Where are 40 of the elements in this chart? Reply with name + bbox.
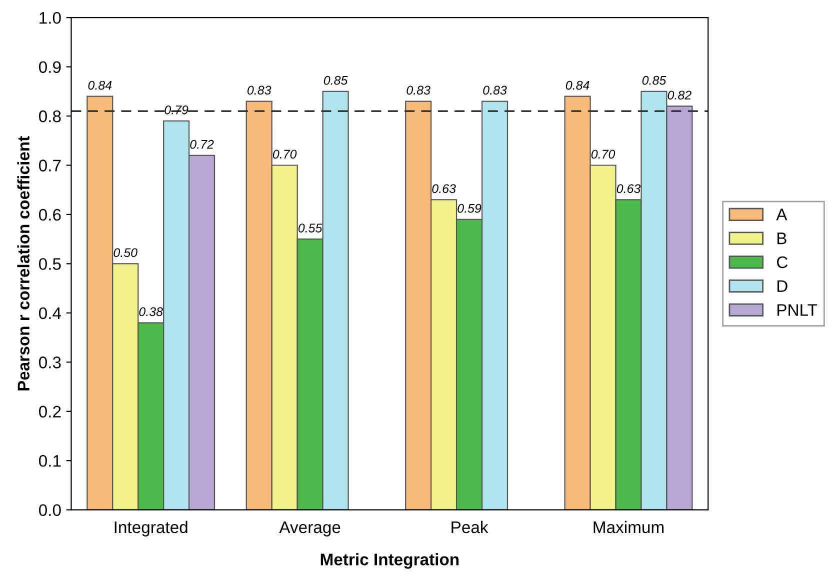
data-label: 0.72 [190, 140, 214, 149]
legend-label: B [778, 232, 786, 244]
x-tick-label: Integrated [114, 520, 188, 536]
x-tick-label: Average [279, 522, 340, 536]
legend-label: D [778, 280, 788, 292]
data-label: 0.84 [88, 80, 112, 90]
data-label: 0.85 [324, 76, 348, 85]
data-label: 0.79 [164, 105, 188, 114]
y-tick-label: 0.9 [38, 61, 61, 74]
data-label: 0.63 [616, 184, 641, 194]
data-label: 0.70 [272, 150, 297, 159]
y-tick-label: 0.0 [38, 504, 61, 516]
y-axis-title: Pearson r correlation coefficient [17, 136, 30, 390]
data-label: 0.83 [406, 86, 430, 95]
y-tick-label: 0.6 [38, 208, 61, 221]
data-label: 0.70 [591, 150, 616, 159]
y-tick-label: 1.0 [40, 12, 61, 24]
data-label: 0.59 [458, 204, 482, 213]
data-label: 0.83 [483, 86, 507, 95]
y-tick-label: 0.5 [38, 258, 61, 270]
legend-label: PNLT [778, 304, 818, 316]
data-label: 0.82 [668, 90, 692, 100]
x-tick-label: Peak [452, 520, 488, 534]
data-label: 0.38 [139, 307, 163, 316]
y-tick-label: 0.4 [38, 307, 62, 320]
data-label: 0.83 [247, 86, 272, 95]
x-axis-title: Metric Integration [320, 553, 459, 569]
data-label: 0.85 [642, 76, 666, 85]
y-tick-label: 0.2 [38, 406, 61, 418]
y-tick-label: 0.3 [38, 356, 61, 368]
legend-label: A [776, 208, 788, 220]
legend-label: C [776, 256, 788, 268]
x-tick-label: Maximum [594, 520, 664, 534]
data-label: 0.55 [298, 224, 322, 232]
data-label: 0.84 [566, 80, 590, 90]
y-tick-label: 0.1 [38, 454, 61, 467]
y-tick-label: 0.8 [38, 110, 61, 122]
data-label: 0.50 [114, 248, 138, 258]
data-label: 0.63 [432, 184, 456, 194]
y-tick-label: 0.7 [38, 160, 61, 172]
